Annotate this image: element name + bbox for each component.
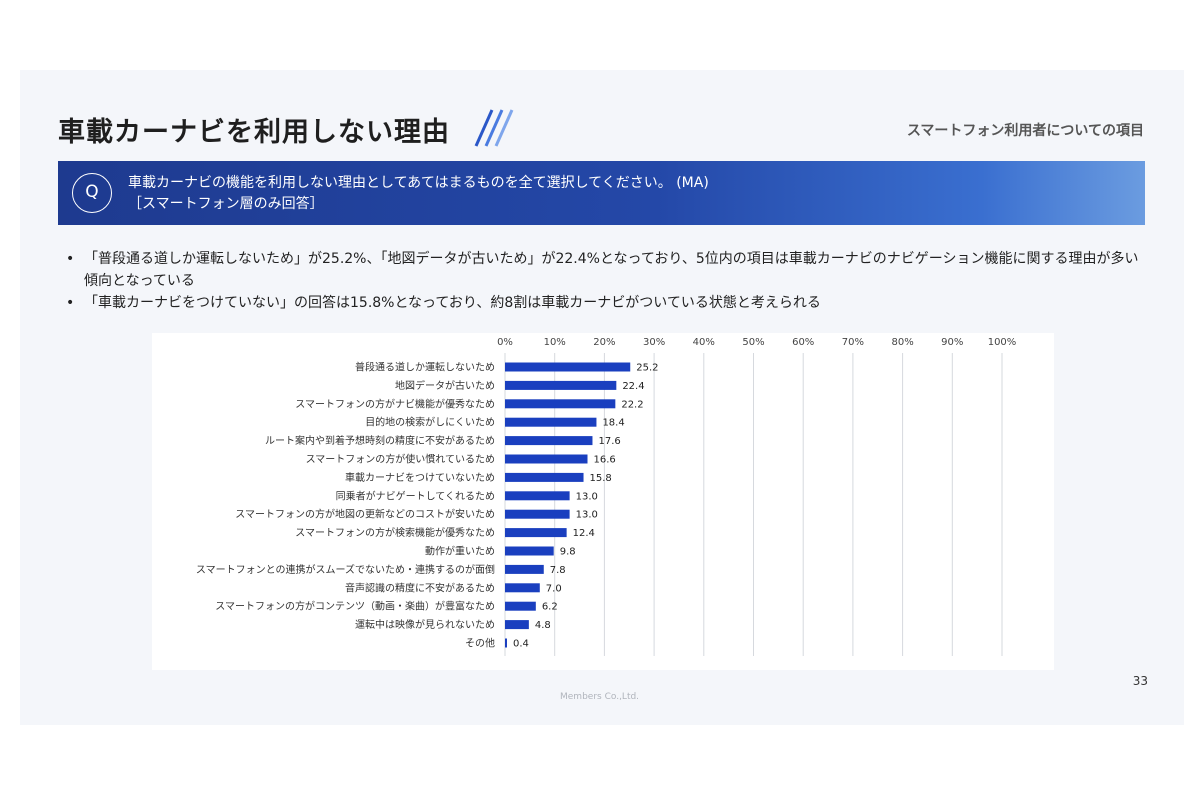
category-label: 地図データが古いため: [395, 379, 495, 392]
bar: [505, 472, 584, 482]
x-tick-label: 10%: [544, 337, 566, 348]
summary-bullets: 「普段通る道しか運転しないため」が25.2%、「地図データが古いため」が22.4…: [66, 248, 1146, 314]
question-mark-badge: Q: [72, 173, 112, 213]
value-label: 13.0: [576, 491, 598, 502]
question-line-1: 車載カーナビの機能を利用しない理由としてあてはまるものを全て選択してください。 …: [128, 175, 709, 191]
category-label: 目的地の検索がしにくいため: [365, 416, 495, 429]
value-label: 17.6: [598, 436, 620, 447]
bar: [505, 620, 529, 630]
category-label: スマートフォンの方が検索機能が優秀なため: [295, 526, 495, 539]
footer-company: Members Co.,Ltd.: [560, 692, 640, 702]
category-label: スマートフォンの方が地図の更新などのコストが安いため: [235, 508, 495, 521]
bar-chart: 0% 10% 20% 30% 40% 50% 60% 70% 80% 90% 100% 普段通る道しか…: [152, 333, 1054, 670]
bar: [505, 583, 540, 593]
value-label: 22.4: [622, 381, 644, 392]
value-label: 18.4: [602, 418, 624, 429]
value-label: 7.8: [550, 565, 566, 576]
bar: [505, 509, 570, 519]
x-tick-label: 30%: [643, 337, 665, 348]
category-label: 動作が重いため: [425, 545, 495, 558]
category-label: スマートフォンの方がナビ機能が優秀なため: [295, 397, 495, 410]
category-label: その他: [465, 637, 495, 650]
value-label: 4.8: [535, 620, 551, 631]
bar: [505, 564, 544, 574]
value-label: 6.2: [542, 602, 558, 613]
value-label: 0.4: [513, 639, 529, 650]
bar: [505, 546, 554, 556]
x-tick-label: 70%: [842, 337, 864, 348]
category-label: スマートフォンとの連携がスムーズでないため・連携するのが面倒: [196, 563, 495, 576]
bullet-item: 「普段通る道しか運転しないため」が25.2%、「地図データが古いため」が22.4…: [66, 248, 1146, 292]
x-tick-label: 100%: [988, 337, 1017, 348]
bar: [505, 436, 593, 446]
value-label: 15.8: [590, 473, 612, 484]
value-label: 25.2: [636, 363, 658, 374]
x-tick-label: 50%: [742, 337, 764, 348]
x-tick-label: 20%: [593, 337, 615, 348]
x-tick-label: 40%: [693, 337, 715, 348]
category-label: 運転中は映像が見られないため: [355, 618, 495, 631]
x-tick-label: 0%: [497, 337, 513, 348]
bar: [505, 528, 567, 538]
bar: [505, 362, 631, 372]
category-label: 車載カーナビをつけていないため: [345, 471, 495, 484]
category-label: 音声認識の精度に不安があるため: [345, 581, 495, 594]
category-label: 同乗者がナビゲートしてくれるため: [336, 489, 495, 502]
value-label: 22.2: [621, 399, 643, 410]
question-box: Q 車載カーナビの機能を利用しない理由としてあてはまるものを全て選択してください…: [58, 161, 1145, 225]
value-label: 13.0: [576, 510, 598, 521]
category-label: スマートフォンの方が使い慣れているため: [306, 453, 495, 466]
category-label: ルート案内や到着予想時刻の精度に不安があるため: [265, 434, 495, 447]
slide: 車載カーナビを利用しない理由 スマートフォン利用者についての項目 Q 車載カーナ…: [20, 70, 1184, 725]
bar: [505, 399, 616, 409]
bullet-item: 「車載カーナビをつけていない」の回答は15.8%となっており、約8割は車載カーナ…: [66, 292, 1146, 314]
section-label: スマートフォン利用者についての項目: [906, 123, 1144, 139]
value-label: 16.6: [594, 455, 616, 466]
slash-decoration-icon: [474, 109, 514, 147]
category-label: スマートフォンの方がコンテンツ（動画・楽曲）が豊富なため: [215, 600, 495, 613]
bar: [505, 638, 507, 648]
bar-chart-svg: 0% 10% 20% 30% 40% 50% 60% 70% 80% 90% 100% 普段通る道しか…: [196, 337, 1017, 656]
page-number: 33: [1132, 674, 1148, 688]
x-tick-label: 60%: [792, 337, 814, 348]
question-line-2: ［スマートフォン層のみ回答］: [128, 196, 324, 212]
value-label: 9.8: [560, 547, 576, 558]
bar: [505, 491, 570, 501]
bar: [505, 417, 597, 427]
value-label: 12.4: [573, 528, 595, 539]
page-title: 車載カーナビを利用しない理由: [58, 117, 450, 148]
question-text: 車載カーナビの機能を利用しない理由としてあてはまるものを全て選択してください。 …: [128, 173, 709, 215]
category-label: 普段通る道しか運転しないため: [355, 361, 495, 374]
x-tick-label: 90%: [941, 337, 963, 348]
x-tick-label: 80%: [891, 337, 913, 348]
bar: [505, 454, 588, 464]
bar: [505, 380, 617, 390]
bar: [505, 601, 536, 611]
value-label: 7.0: [546, 583, 562, 594]
